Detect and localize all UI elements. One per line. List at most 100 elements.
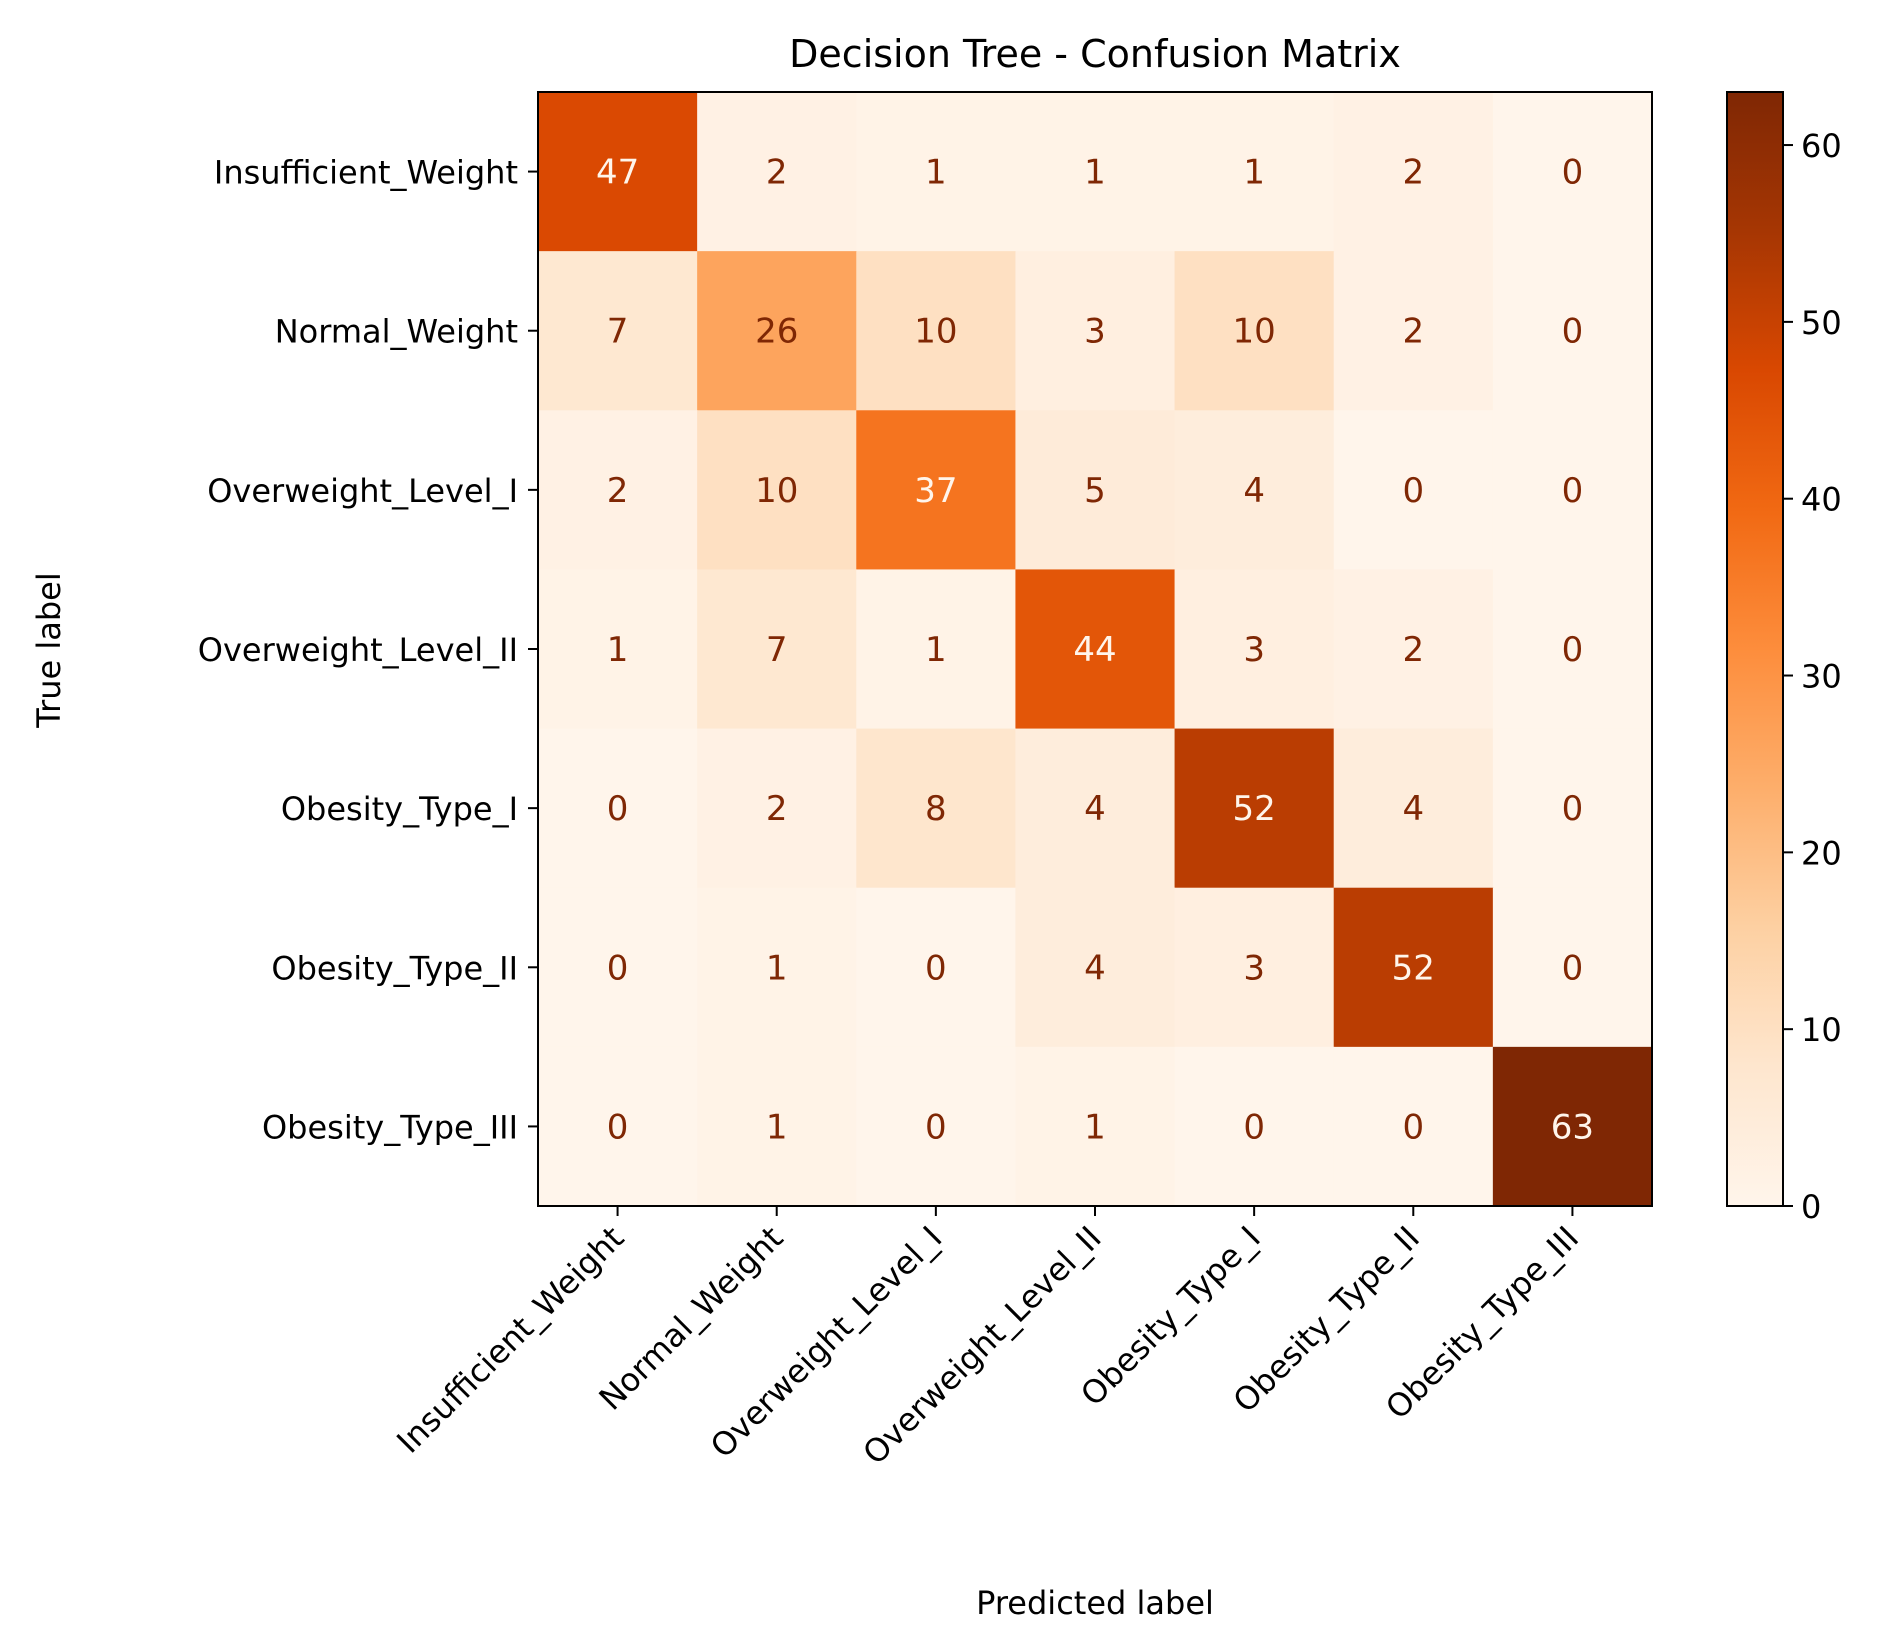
heatmap-cell bbox=[697, 1046, 857, 1207]
heatmap-cell bbox=[1015, 1046, 1176, 1207]
heatmap-cell bbox=[1015, 728, 1176, 889]
cell-value-label: 3 bbox=[1084, 312, 1106, 352]
y-tick-label: Obesity_Type_I bbox=[281, 790, 518, 828]
heatmap-cell bbox=[856, 1046, 1017, 1207]
heatmap-cell bbox=[1492, 410, 1653, 571]
heatmap-cell bbox=[697, 251, 857, 411]
cell-value-label: 1 bbox=[766, 948, 788, 988]
cell-value-label: 47 bbox=[596, 153, 639, 193]
x-tick-label: Insufficient_Weight bbox=[389, 1219, 631, 1461]
colorbar-tick-label: 10 bbox=[1801, 1011, 1842, 1049]
colorbar-tick-label: 50 bbox=[1801, 304, 1842, 342]
cell-value-label: 4 bbox=[1243, 471, 1265, 511]
cell-value-label: 44 bbox=[1073, 630, 1116, 670]
cell-value-label: 0 bbox=[1562, 312, 1584, 352]
cell-value-label: 26 bbox=[755, 312, 798, 352]
cell-value-label: 8 bbox=[925, 789, 947, 829]
cell-value-label: 2 bbox=[1402, 630, 1424, 670]
heatmap-cell bbox=[1333, 251, 1494, 411]
cell-value-label: 1 bbox=[925, 630, 947, 670]
cell-value-label: 2 bbox=[766, 153, 788, 193]
y-tick-label: Obesity_Type_III bbox=[262, 1108, 518, 1146]
heatmap-cell bbox=[1492, 251, 1653, 411]
y-axis-label: True label bbox=[30, 572, 68, 729]
heatmap-cell bbox=[1174, 728, 1335, 889]
cell-value-label: 1 bbox=[766, 1107, 788, 1147]
heatmap-cell bbox=[1333, 92, 1494, 252]
cell-value-label: 4 bbox=[1084, 789, 1106, 829]
heatmap-cell bbox=[1333, 569, 1494, 730]
heatmap-cell bbox=[1492, 569, 1653, 730]
heatmap-cell bbox=[856, 251, 1017, 411]
cell-value-label: 1 bbox=[925, 153, 947, 193]
y-tick-label: Overweight_Level_I bbox=[207, 472, 518, 510]
cell-value-label: 63 bbox=[1551, 1107, 1594, 1147]
cell-value-label: 0 bbox=[1562, 789, 1584, 829]
cell-value-label: 2 bbox=[1402, 312, 1424, 352]
cell-value-label: 4 bbox=[1402, 789, 1424, 829]
cell-value-label: 1 bbox=[1084, 153, 1106, 193]
heatmap-cell bbox=[856, 728, 1017, 889]
heatmap-cell bbox=[1174, 410, 1335, 571]
cell-value-label: 0 bbox=[1562, 153, 1584, 193]
cell-value-label: 10 bbox=[1233, 312, 1276, 352]
cell-value-label: 0 bbox=[607, 789, 629, 829]
y-tick-label: Overweight_Level_II bbox=[198, 631, 518, 669]
heatmap-cell bbox=[538, 251, 698, 411]
heatmap-cell bbox=[1174, 251, 1335, 411]
colorbar-tick-label: 30 bbox=[1801, 658, 1842, 696]
cell-value-label: 0 bbox=[1402, 1107, 1424, 1147]
heatmap-cell bbox=[856, 410, 1017, 571]
y-tick-label: Normal_Weight bbox=[275, 313, 518, 351]
heatmap-cell bbox=[1492, 92, 1653, 252]
cell-value-label: 3 bbox=[1243, 948, 1265, 988]
cell-value-label: 1 bbox=[1084, 1107, 1106, 1147]
heatmap-cell-labels: 47 2 1 1 1 2 07 26 10 3 10 2 02 10 37 5 4 0 01 7 1 44 3 2 00 2 8 4 5… bbox=[596, 153, 1594, 1148]
cell-value-label: 0 bbox=[1562, 948, 1584, 988]
x-axis-label: Predicted label bbox=[976, 1584, 1214, 1622]
cell-value-label: 2 bbox=[607, 471, 629, 511]
heatmap-cell bbox=[1492, 728, 1653, 889]
heatmap-cell bbox=[1174, 887, 1335, 1048]
heatmap-cell bbox=[697, 410, 857, 571]
cell-value-label: 1 bbox=[1243, 153, 1265, 193]
heatmap-cell bbox=[1015, 410, 1176, 571]
heatmap-cell bbox=[697, 92, 857, 252]
y-tick-label: Insufficient_Weight bbox=[214, 154, 518, 192]
heatmap-cell bbox=[1333, 887, 1494, 1048]
heatmap-cell bbox=[1174, 569, 1335, 730]
cell-value-label: 0 bbox=[925, 948, 947, 988]
heatmap-cell bbox=[697, 887, 857, 1048]
cell-value-label: 7 bbox=[766, 630, 788, 670]
cell-value-label: 0 bbox=[1562, 630, 1584, 670]
heatmap-cell bbox=[856, 92, 1017, 252]
heatmap-cell bbox=[1015, 92, 1176, 252]
heatmap-cell bbox=[538, 887, 698, 1048]
heatmap-cell bbox=[1333, 1046, 1494, 1207]
heatmap-cell bbox=[697, 728, 857, 889]
heatmap-cell bbox=[538, 728, 698, 889]
cell-value-label: 0 bbox=[1402, 471, 1424, 511]
colorbar-ticks: 0 10 20 30 40 50 60 bbox=[1783, 127, 1842, 1226]
cell-value-label: 10 bbox=[914, 312, 957, 352]
heatmap-cell bbox=[538, 92, 698, 252]
heatmap-cell bbox=[538, 1046, 698, 1207]
heatmap-cells bbox=[538, 92, 1653, 1207]
x-axis-ticks: Insufficient_WeightNormal_WeightOverweig… bbox=[389, 1206, 1586, 1472]
cell-value-label: 1 bbox=[607, 630, 629, 670]
heatmap-cell bbox=[697, 569, 857, 730]
heatmap-cell bbox=[1333, 410, 1494, 571]
heatmap-cell bbox=[1174, 92, 1335, 252]
cell-value-label: 0 bbox=[607, 1107, 629, 1147]
colorbar-tick-label: 40 bbox=[1801, 481, 1842, 519]
cell-value-label: 2 bbox=[1402, 153, 1424, 193]
heatmap-cell bbox=[1015, 887, 1176, 1048]
cell-value-label: 2 bbox=[766, 789, 788, 829]
cell-value-label: 4 bbox=[1084, 948, 1106, 988]
cell-value-label: 0 bbox=[1243, 1107, 1265, 1147]
heatmap-cell bbox=[1492, 1046, 1653, 1207]
heatmap-cell bbox=[856, 569, 1017, 730]
heatmap-cell bbox=[1015, 251, 1176, 411]
y-tick-label: Obesity_Type_II bbox=[271, 949, 518, 987]
cell-value-label: 0 bbox=[607, 948, 629, 988]
